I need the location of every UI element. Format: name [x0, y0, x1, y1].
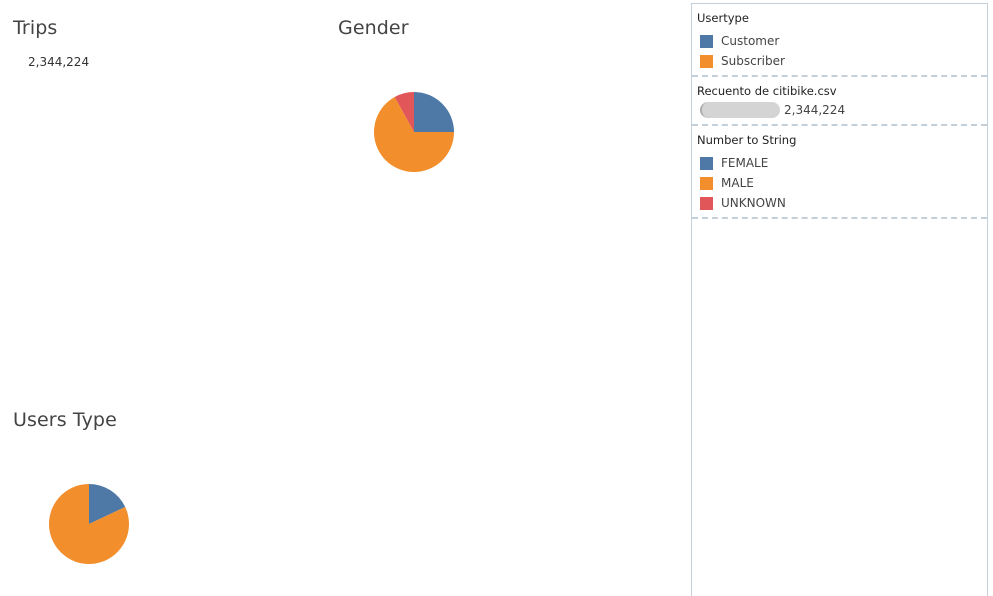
- subscriber-swatch: [700, 54, 713, 68]
- size-legend: Recuento de citibike.csv 2,344,224: [692, 77, 987, 126]
- legend-item-female[interactable]: FEMALE: [697, 153, 982, 173]
- customer-swatch: [700, 34, 713, 48]
- pie-slice-female[interactable]: [414, 92, 454, 132]
- legend-item-label: MALE: [721, 176, 754, 190]
- legend-item-customer[interactable]: Customer: [697, 31, 982, 51]
- legend-item-label: Customer: [721, 34, 780, 48]
- gender-legend: Number to String FEMALE MALE UNKNOWN: [692, 126, 987, 219]
- female-swatch: [700, 156, 713, 170]
- pie-slice-subscriber[interactable]: [49, 484, 130, 564]
- legend-panel: Usertype Customer Subscriber Recuento de…: [691, 3, 988, 596]
- gender-pie-chart[interactable]: [373, 91, 455, 173]
- size-legend-title: Recuento de citibike.csv: [697, 84, 837, 98]
- legend-item-label: UNKNOWN: [721, 196, 786, 210]
- gender-title: Gender: [338, 17, 409, 39]
- size-legend-value: 2,344,224: [784, 103, 846, 117]
- size-legend-row[interactable]: 2,344,224: [697, 100, 982, 120]
- users-type-title: Users Type: [13, 409, 117, 431]
- usertype-legend: Usertype Customer Subscriber: [692, 4, 987, 77]
- gender-legend-title: Number to String: [697, 133, 797, 147]
- legend-item-label: FEMALE: [721, 156, 769, 170]
- size-bar: [700, 102, 780, 118]
- pie-slice-unknown[interactable]: [394, 92, 414, 132]
- legend-item-unknown[interactable]: UNKNOWN: [697, 193, 982, 213]
- legend-item-label: Subscriber: [721, 54, 785, 68]
- usertype-legend-title: Usertype: [697, 11, 749, 25]
- legend-item-subscriber[interactable]: Subscriber: [697, 51, 982, 71]
- pie-slice-customer[interactable]: [89, 484, 126, 524]
- trips-value[interactable]: 2,344,224: [28, 55, 90, 69]
- users-type-pie-chart[interactable]: [48, 483, 130, 565]
- legend-item-male[interactable]: MALE: [697, 173, 982, 193]
- pie-slice-male[interactable]: [374, 96, 454, 172]
- trips-title: Trips: [13, 17, 58, 39]
- unknown-swatch: [700, 196, 713, 210]
- male-swatch: [700, 176, 713, 190]
